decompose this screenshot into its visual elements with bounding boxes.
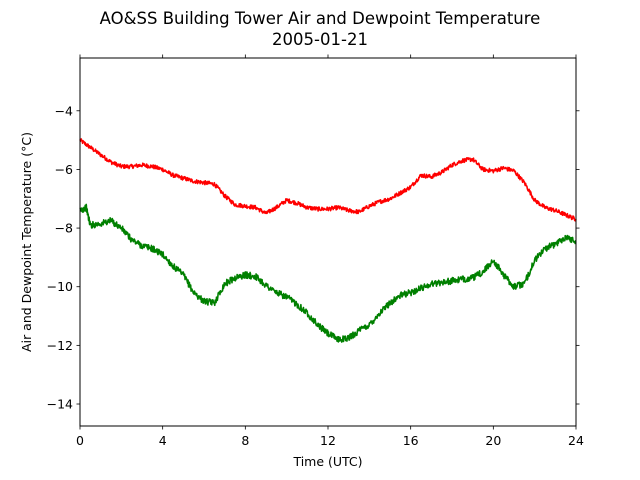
- x-tick-label: 4: [159, 433, 167, 448]
- x-tick-label: 0: [76, 433, 84, 448]
- axes-frame: [79, 57, 577, 427]
- x-tick-label: 12: [320, 433, 336, 448]
- series-line-2: [79, 203, 577, 343]
- x-tick-label: 24: [568, 433, 584, 448]
- x-tick-label: 8: [241, 433, 249, 448]
- x-tick-label: 20: [485, 433, 501, 448]
- series-line-1: [79, 138, 577, 222]
- y-tick-label: −6: [55, 162, 73, 177]
- y-tick-label: −8: [55, 221, 73, 236]
- chart-subtitle: 2005-01-21: [272, 30, 368, 49]
- plot-lines: [79, 138, 577, 343]
- y-tick-label: −4: [55, 103, 73, 118]
- y-tick-label: −12: [47, 338, 73, 353]
- axis-ticks: [76, 54, 580, 430]
- chart-title: AO&SS Building Tower Air and Dewpoint Te…: [100, 9, 541, 28]
- y-tick-label: −14: [47, 397, 73, 412]
- y-tick-label: −10: [47, 279, 73, 294]
- x-axis-label: Time (UTC): [292, 454, 362, 469]
- y-axis-label: Air and Dewpoint Temperature (°C): [19, 132, 34, 352]
- x-tick-label: 16: [403, 433, 419, 448]
- tick-labels: 0 4 8 12 16 20 24 −14 −12 −10 −8 −6 −4: [47, 103, 584, 448]
